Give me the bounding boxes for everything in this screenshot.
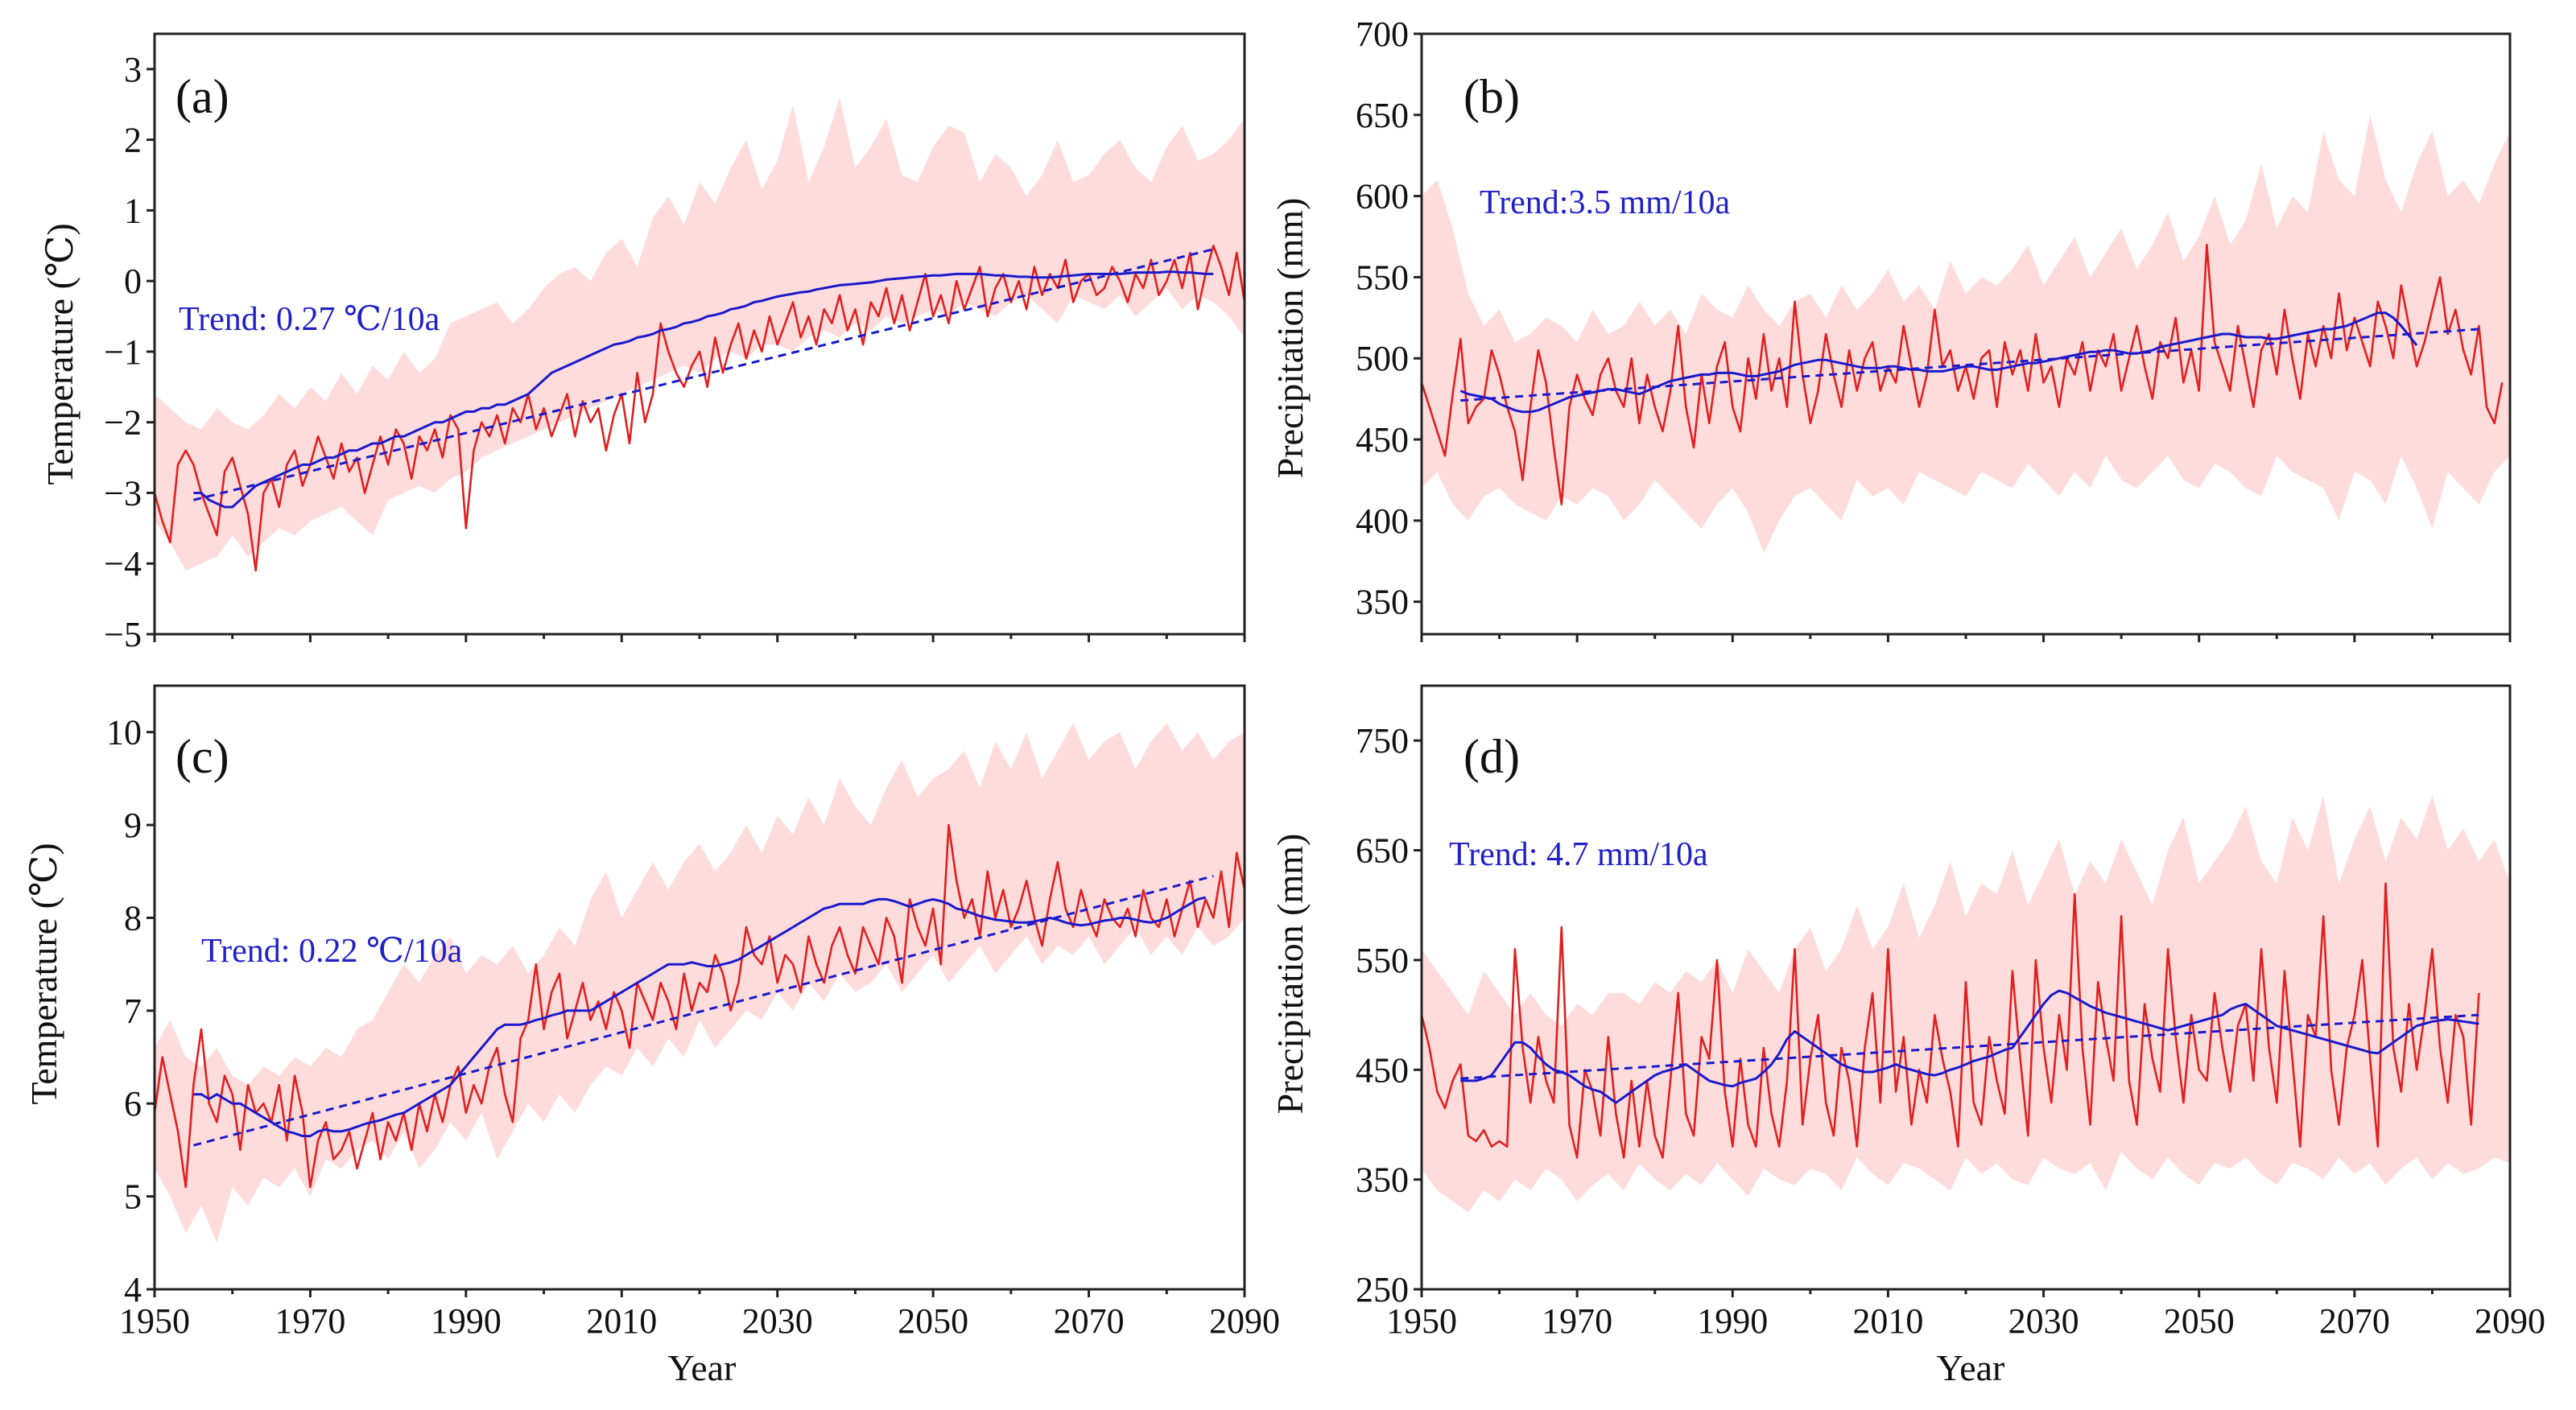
trend-label-a: Trend: 0.27 ℃/10a bbox=[179, 301, 440, 338]
y-tick-label: 4 bbox=[124, 1270, 142, 1309]
y-tick-label: 3 bbox=[124, 50, 142, 89]
x-tick-label: 1990 bbox=[1697, 1301, 1768, 1341]
plot-area-b: 350 400 450 500 550 600 650 700 bbox=[1356, 14, 2512, 642]
annual-series-line bbox=[153, 244, 1246, 572]
plot-area-c: 4 5 6 7 8 9 10 1950 1970 1990 2010 2030 2050 2070 2090 bbox=[106, 684, 1280, 1341]
annual-series-line bbox=[1420, 882, 2480, 1159]
panel-label-c: (c) bbox=[175, 730, 229, 783]
y-tick-label: 350 bbox=[1356, 1161, 1409, 1200]
plot-area-d: 250 350 450 550 650 750 1950 1970 1990 2010 2030 20… bbox=[1356, 684, 2545, 1341]
moving-average-line bbox=[193, 896, 1206, 1138]
y-axis-title-c: Temperature (℃) bbox=[23, 843, 64, 1104]
y-tick-label: 9 bbox=[124, 806, 142, 845]
y-tick-label: 500 bbox=[1356, 339, 1409, 378]
y-tick-label: 600 bbox=[1356, 177, 1409, 216]
y-tick-label: 650 bbox=[1356, 831, 1409, 871]
linear-trend-line bbox=[192, 875, 1214, 1147]
y-tick-label: 1 bbox=[124, 191, 142, 230]
y-tick-label: 550 bbox=[1356, 258, 1409, 297]
y-axis-title-b: Precipitation (mm) bbox=[1269, 198, 1311, 479]
linear-trend-line bbox=[1460, 328, 2479, 402]
trend-label-c: Trend: 0.22 ℃/10a bbox=[201, 933, 463, 970]
panel-label-d: (d) bbox=[1463, 730, 1520, 783]
x-tick-label: 2030 bbox=[742, 1301, 813, 1341]
y-axis-title-d: Precipitation (mm) bbox=[1269, 834, 1311, 1115]
panel-c: 4 5 6 7 8 9 10 1950 1970 1990 2010 2030 2050 2070 2090… bbox=[23, 684, 1280, 1388]
x-tick-label: 2010 bbox=[1852, 1301, 1923, 1341]
x-tick-label: 2050 bbox=[898, 1301, 968, 1341]
x-tick-label: 1970 bbox=[275, 1301, 345, 1341]
y-tick-label: −4 bbox=[104, 544, 142, 583]
y-tick-label: −5 bbox=[104, 615, 142, 654]
x-tick-label: 2070 bbox=[1054, 1301, 1125, 1341]
moving-average-line bbox=[193, 270, 1214, 509]
annual-series-line bbox=[153, 823, 1246, 1189]
panel-label-a: (a) bbox=[175, 70, 229, 123]
y-tick-label: 10 bbox=[106, 713, 142, 752]
linear-trend-line bbox=[192, 248, 1214, 501]
x-tick-label: 2050 bbox=[2164, 1301, 2235, 1341]
y-tick-label: 0 bbox=[124, 262, 142, 301]
y-tick-label: 5 bbox=[124, 1177, 142, 1217]
y-tick-label: 6 bbox=[124, 1084, 142, 1123]
y-tick-label: 8 bbox=[124, 898, 142, 938]
annual-series-line bbox=[1420, 243, 2504, 506]
plot-area-a: −5 −4 −3 −2 −1 0 1 2 3 bbox=[104, 32, 1246, 654]
uncertainty-band bbox=[1422, 114, 2510, 554]
x-tick-label: 2030 bbox=[2008, 1301, 2079, 1341]
panel-label-b: (b) bbox=[1463, 70, 1520, 123]
panel-b: 350 400 450 500 550 600 650 700 (b) Precipitati… bbox=[1269, 14, 2512, 642]
y-tick-label: 250 bbox=[1356, 1270, 1409, 1309]
y-tick-label: −3 bbox=[104, 473, 142, 513]
x-tick-label: 2090 bbox=[2475, 1301, 2545, 1341]
y-tick-label: 450 bbox=[1356, 420, 1409, 460]
y-tick-label: 550 bbox=[1356, 941, 1409, 980]
y-tick-label: −2 bbox=[104, 403, 142, 443]
linear-trend-line bbox=[1460, 1013, 2479, 1080]
trend-label-d: Trend: 4.7 mm/10a bbox=[1449, 836, 1708, 873]
x-tick-label: 1950 bbox=[1386, 1301, 1457, 1341]
panel-a: −5 −4 −3 −2 −1 0 1 2 3 (a) Temperature (℃) Trend… bbox=[39, 32, 1246, 654]
panel-d: 250 350 450 550 650 750 1950 1970 1990 2010 2030 20… bbox=[1269, 684, 2545, 1388]
y-tick-label: 700 bbox=[1356, 14, 1409, 54]
y-tick-label: 7 bbox=[124, 992, 142, 1031]
x-tick-label: 2010 bbox=[586, 1301, 657, 1341]
moving-average-line bbox=[1460, 989, 2479, 1104]
uncertainty-band bbox=[155, 97, 1245, 571]
x-tick-label: 1970 bbox=[1542, 1301, 1612, 1341]
x-tick-label: 2070 bbox=[2319, 1301, 2390, 1341]
y-tick-label: −1 bbox=[104, 332, 142, 372]
x-axis-title-d: Year bbox=[1937, 1347, 2005, 1388]
y-tick-label: 2 bbox=[124, 121, 142, 160]
x-axis-title-c: Year bbox=[668, 1347, 737, 1388]
moving-average-line bbox=[1459, 311, 2418, 414]
y-tick-label: 350 bbox=[1356, 583, 1409, 622]
x-tick-label: 1950 bbox=[119, 1301, 190, 1341]
y-tick-label: 750 bbox=[1356, 721, 1409, 761]
x-tick-label: 2090 bbox=[1209, 1301, 1280, 1341]
x-tick-label: 1990 bbox=[431, 1301, 502, 1341]
y-axis-title-a: Temperature (℃) bbox=[39, 223, 80, 484]
y-tick-label: 650 bbox=[1356, 96, 1409, 135]
trend-label-b: Trend:3.5 mm/10a bbox=[1480, 184, 1730, 221]
y-tick-label: 400 bbox=[1356, 501, 1409, 541]
y-tick-label: 450 bbox=[1356, 1050, 1409, 1090]
